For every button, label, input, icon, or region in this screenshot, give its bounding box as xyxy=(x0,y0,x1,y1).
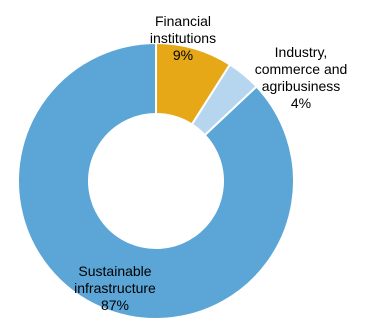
slice-label-0: Financial institutions 9% xyxy=(150,13,216,63)
slice-label-2: Sustainable infrastructure 87% xyxy=(74,263,156,313)
slice-value-label: 87% xyxy=(101,297,129,313)
slice-category-label: Financial xyxy=(155,13,211,29)
slice-category-label: infrastructure xyxy=(74,280,156,296)
slice-category-label: institutions xyxy=(150,30,216,46)
slice-value-label: 4% xyxy=(291,95,311,111)
donut-slices xyxy=(17,41,295,320)
slice-category-label: commerce and xyxy=(255,61,348,77)
slice-value-label: 9% xyxy=(173,47,193,63)
slice-labels: Financial institutions 9% Industry, commerce… xyxy=(74,13,347,313)
slice-label-1: Industry, commerce and agribusiness 4% xyxy=(255,44,348,111)
slice-category-label: agribusiness xyxy=(262,78,341,94)
slice-category-label: Sustainable xyxy=(78,263,151,279)
slice-2 xyxy=(17,41,295,320)
slice-category-label: Industry, xyxy=(275,44,328,60)
